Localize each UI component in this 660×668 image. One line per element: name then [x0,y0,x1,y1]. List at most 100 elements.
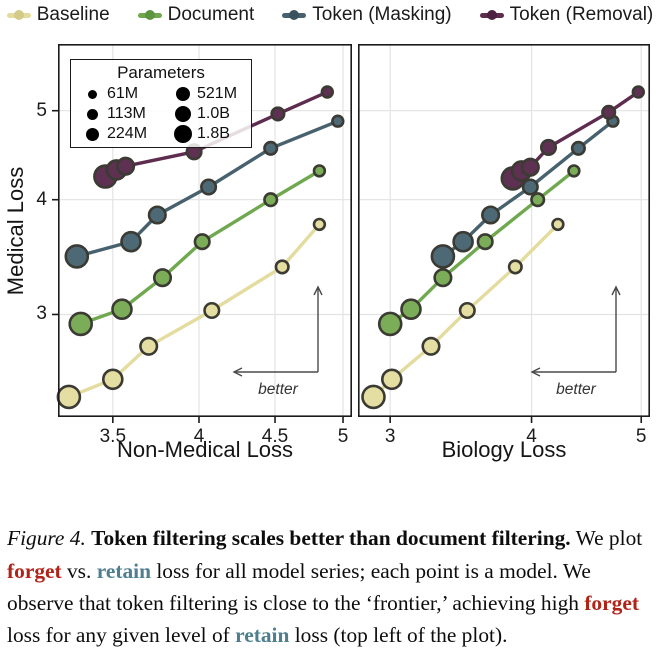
x-tick-label: 4 [526,426,537,447]
caption-segment: Token filtering scales better than docum… [91,526,571,551]
better-label: better [556,381,596,398]
legend-swatch-icon [479,10,504,20]
data-point [320,85,334,99]
series-token-masking- [64,114,345,269]
data-point [520,157,540,177]
gridlines [358,44,650,417]
x-tick-label: 5 [635,426,647,447]
series-baseline [361,217,565,410]
parameter-dot-icon [176,87,190,101]
data-point [570,140,586,156]
legend-swatch-icon [282,10,307,20]
panel-border [358,44,650,417]
data-point [361,384,386,410]
series-document [377,164,581,337]
parameter-dot-icon [87,89,97,99]
parameter-size-label: 1.8B [197,125,230,142]
data-point [377,311,403,337]
parameter-size-label: 113M [107,105,146,122]
legend-marker-icon [13,10,24,20]
data-point [331,114,345,128]
legend-item-3: Token (Masking) [282,4,452,26]
series-token-masking- [430,114,620,269]
data-point [421,336,441,356]
data-point [68,311,94,337]
y-tick-label: 5 [36,99,47,121]
parameter-dot-cell [77,108,107,120]
x-axis-label-left: Non-Medical Loss [116,437,294,462]
data-point [530,192,546,208]
data-point [263,140,279,156]
data-point [147,205,167,225]
parameter-dot-cell [77,89,107,99]
data-point [601,104,617,120]
legend-item-label: Token (Masking) [312,4,452,25]
data-point [120,230,142,253]
caption-segment: Figure 4. [7,526,92,551]
series-legend: Baseline Document Token (Masking) Token (Re… [0,2,660,28]
data-point [312,164,327,178]
data-point [521,178,539,196]
series-baseline [56,217,327,410]
right-plot-svg: better [358,44,650,423]
x-tick-label: 4 [193,426,205,447]
x-tick-label: 4.5 [261,426,289,447]
caption-segment: loss for any given level of [7,623,236,648]
x-axis-label-right: Biology Loss [441,437,567,462]
legend-item-label: Document [167,4,255,25]
data-point [101,368,124,391]
data-point [631,85,645,99]
data-point [452,230,474,253]
legend-item-label: Baseline [36,4,110,25]
data-point [56,384,82,410]
x-tick-label: 3 [384,426,396,447]
data-point [64,244,90,269]
caption-segment: forget [584,591,639,616]
caption-segment: forget [7,558,62,583]
parameter-dot-cell [169,87,197,101]
parameter-dot-icon [175,106,191,122]
data-point [111,298,133,321]
caption-segment: loss for all model series; each point is… [7,558,591,616]
legend-marker-icon [144,10,155,20]
data-point [551,217,565,232]
legend-item-label: Token (Removal) [509,4,654,25]
parameters-legend-title: Parameters [117,63,205,82]
tick-marks [52,109,344,423]
data-point [481,205,501,225]
legend-marker-icon [289,10,300,20]
better-arrow [530,285,621,377]
x-tick-label: 5 [337,426,349,447]
data-point [476,233,494,251]
caption-segment: loss (top left of the plot). [289,623,508,648]
x-tick-label: 3.5 [99,426,127,447]
data-point [193,233,211,251]
parameter-size-label: 521M [197,85,238,102]
better-arrow [232,285,323,377]
series-token-removal- [500,85,645,191]
data-point [312,217,327,232]
caption-segment: retain [235,623,290,648]
data-point [274,259,290,275]
better-label: better [258,381,298,398]
legend-item-2: Document [137,4,255,26]
data-point [116,156,136,176]
data-point [263,192,279,208]
parameter-dot-cell [77,127,107,141]
left-plot-svg: better [52,44,352,423]
data-point [433,268,453,288]
parameter-size-label: 61M [107,85,139,102]
figure-caption: Figure 4. Token filtering scales better … [7,522,655,651]
series-document [68,164,327,337]
y-tick-label: 4 [36,188,47,210]
data-point [507,259,523,275]
data-point [380,368,403,391]
legend-item-1: Baseline [6,4,110,26]
data-point [430,244,456,269]
parameter-dot-icon [86,108,98,120]
data-point [270,106,286,122]
parameter-dot-cell [169,106,197,122]
data-point [203,301,221,320]
parameters-legend: Parameters 61M 521M 113M 1.0B 224M 1.8B [70,59,252,148]
legend-item-4: Token (Removal) [479,4,654,26]
